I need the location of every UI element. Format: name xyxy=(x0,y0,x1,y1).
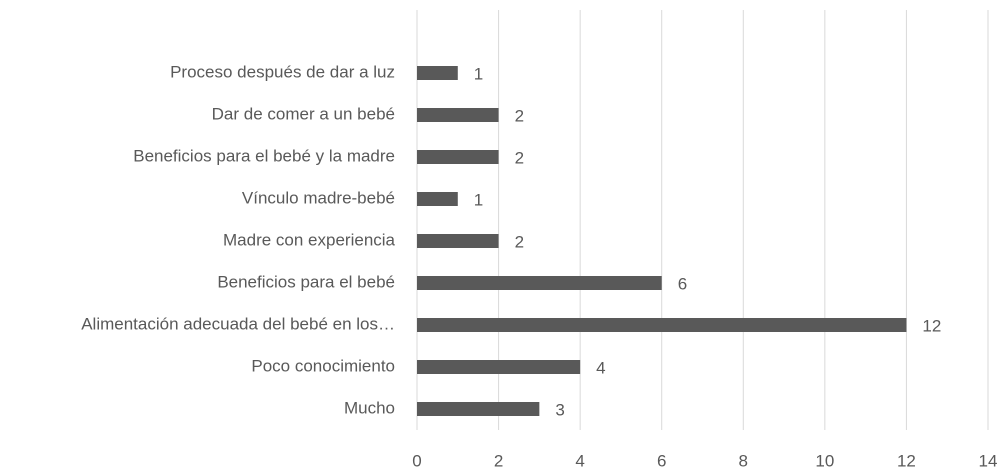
bar xyxy=(417,276,662,290)
value-label: 2 xyxy=(515,106,524,125)
y-tick-label: Vínculo madre-bebé xyxy=(242,188,395,207)
y-tick-label: Beneficios para el bebé y la madre xyxy=(133,146,395,165)
x-tick-label: 8 xyxy=(739,451,748,470)
x-tick-label: 6 xyxy=(657,451,666,470)
y-tick-label: Madre con experiencia xyxy=(223,230,396,249)
x-tick-label: 4 xyxy=(575,451,584,470)
value-label: 6 xyxy=(678,274,687,293)
x-tick-label: 0 xyxy=(412,451,421,470)
y-tick-label: Poco conocimiento xyxy=(251,356,395,375)
bar xyxy=(417,108,499,122)
value-label: 3 xyxy=(555,400,564,419)
x-tick-label: 12 xyxy=(897,451,916,470)
value-label: 2 xyxy=(515,232,524,251)
bar xyxy=(417,66,458,80)
x-tick-label: 10 xyxy=(815,451,834,470)
value-label: 2 xyxy=(515,148,524,167)
y-tick-label: Alimentación adecuada del bebé en los… xyxy=(81,314,395,333)
value-label: 12 xyxy=(922,316,941,335)
value-label: 1 xyxy=(474,64,483,83)
x-tick-label: 2 xyxy=(494,451,503,470)
bar xyxy=(417,402,540,416)
bar xyxy=(417,318,907,332)
value-label: 4 xyxy=(596,358,605,377)
bar xyxy=(417,360,581,374)
x-tick-label: 14 xyxy=(979,451,998,470)
y-tick-label: Beneficios para el bebé xyxy=(217,272,395,291)
bar xyxy=(417,150,499,164)
y-tick-label: Proceso después de dar a luz xyxy=(170,62,395,81)
y-tick-label: Mucho xyxy=(344,398,395,417)
value-label: 1 xyxy=(474,190,483,209)
bar xyxy=(417,192,458,206)
y-tick-label: Dar de comer a un bebé xyxy=(212,104,395,123)
bar xyxy=(417,234,499,248)
